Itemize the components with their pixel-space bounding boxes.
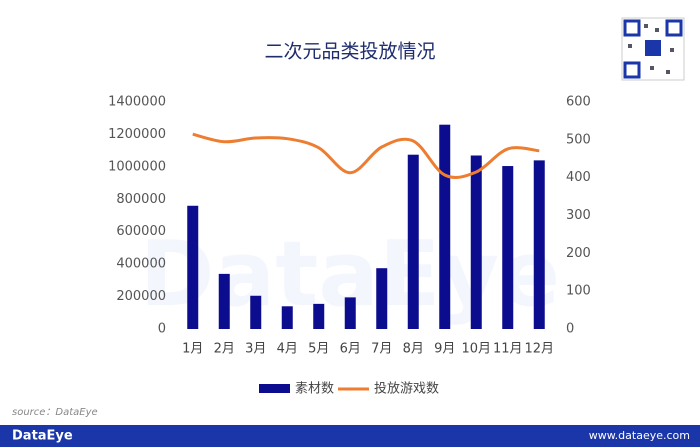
footer-logo: DataEye bbox=[12, 429, 73, 444]
bar bbox=[250, 295, 262, 329]
x-tick-label: 2月 bbox=[214, 342, 235, 357]
bar bbox=[376, 268, 388, 329]
bar bbox=[502, 166, 514, 329]
x-tick-label: 8月 bbox=[403, 342, 424, 357]
y2-tick-label: 300 bbox=[566, 208, 591, 223]
y2-tick-label: 400 bbox=[566, 170, 591, 185]
y2-tick-label: 600 bbox=[566, 95, 591, 110]
y-tick-label: 200000 bbox=[116, 289, 166, 304]
x-tick-label: 12月 bbox=[524, 342, 554, 357]
bar bbox=[187, 205, 199, 329]
legend-label: 素材数 bbox=[295, 382, 334, 397]
y-tick-label: 0 bbox=[158, 322, 166, 337]
bar bbox=[407, 154, 419, 329]
bar bbox=[470, 155, 482, 329]
bar bbox=[281, 306, 293, 329]
x-tick-label: 1月 bbox=[182, 342, 203, 357]
x-tick-label: 11月 bbox=[493, 342, 523, 357]
x-tick-label: 7月 bbox=[371, 342, 392, 357]
bar bbox=[313, 303, 325, 329]
y-tick-label: 1200000 bbox=[108, 127, 166, 142]
line bbox=[192, 132, 540, 179]
x-tick-label: 4月 bbox=[277, 342, 298, 357]
bar bbox=[344, 297, 356, 329]
x-tick-label: 3月 bbox=[245, 342, 266, 357]
bar bbox=[533, 160, 545, 329]
y-tick-label: 600000 bbox=[116, 224, 166, 239]
bar bbox=[439, 124, 451, 329]
x-tick-label: 6月 bbox=[340, 342, 361, 357]
x-tick-label: 5月 bbox=[308, 342, 329, 357]
y2-tick-label: 200 bbox=[566, 246, 591, 261]
qr-code bbox=[621, 17, 685, 81]
y-tick-label: 400000 bbox=[116, 257, 166, 272]
bar bbox=[218, 273, 230, 329]
x-tick-label: 10月 bbox=[461, 342, 491, 357]
y2-tick-label: 500 bbox=[566, 132, 591, 147]
y-tick-label: 800000 bbox=[116, 192, 166, 207]
footer-url: www.dataeye.com bbox=[589, 429, 690, 442]
chart-title: 二次元品类投放情况 bbox=[264, 41, 435, 63]
y2-tick-label: 100 bbox=[566, 284, 591, 299]
y-tick-label: 1400000 bbox=[108, 95, 166, 110]
y-tick-label: 1000000 bbox=[108, 159, 166, 174]
footer-bar bbox=[0, 425, 700, 447]
legend-label: 投放游戏数 bbox=[374, 381, 439, 397]
source: source：DataEye bbox=[12, 407, 98, 418]
y2-tick-label: 0 bbox=[566, 322, 574, 337]
x-tick-label: 9月 bbox=[434, 342, 455, 357]
legend-swatch bbox=[259, 384, 290, 393]
